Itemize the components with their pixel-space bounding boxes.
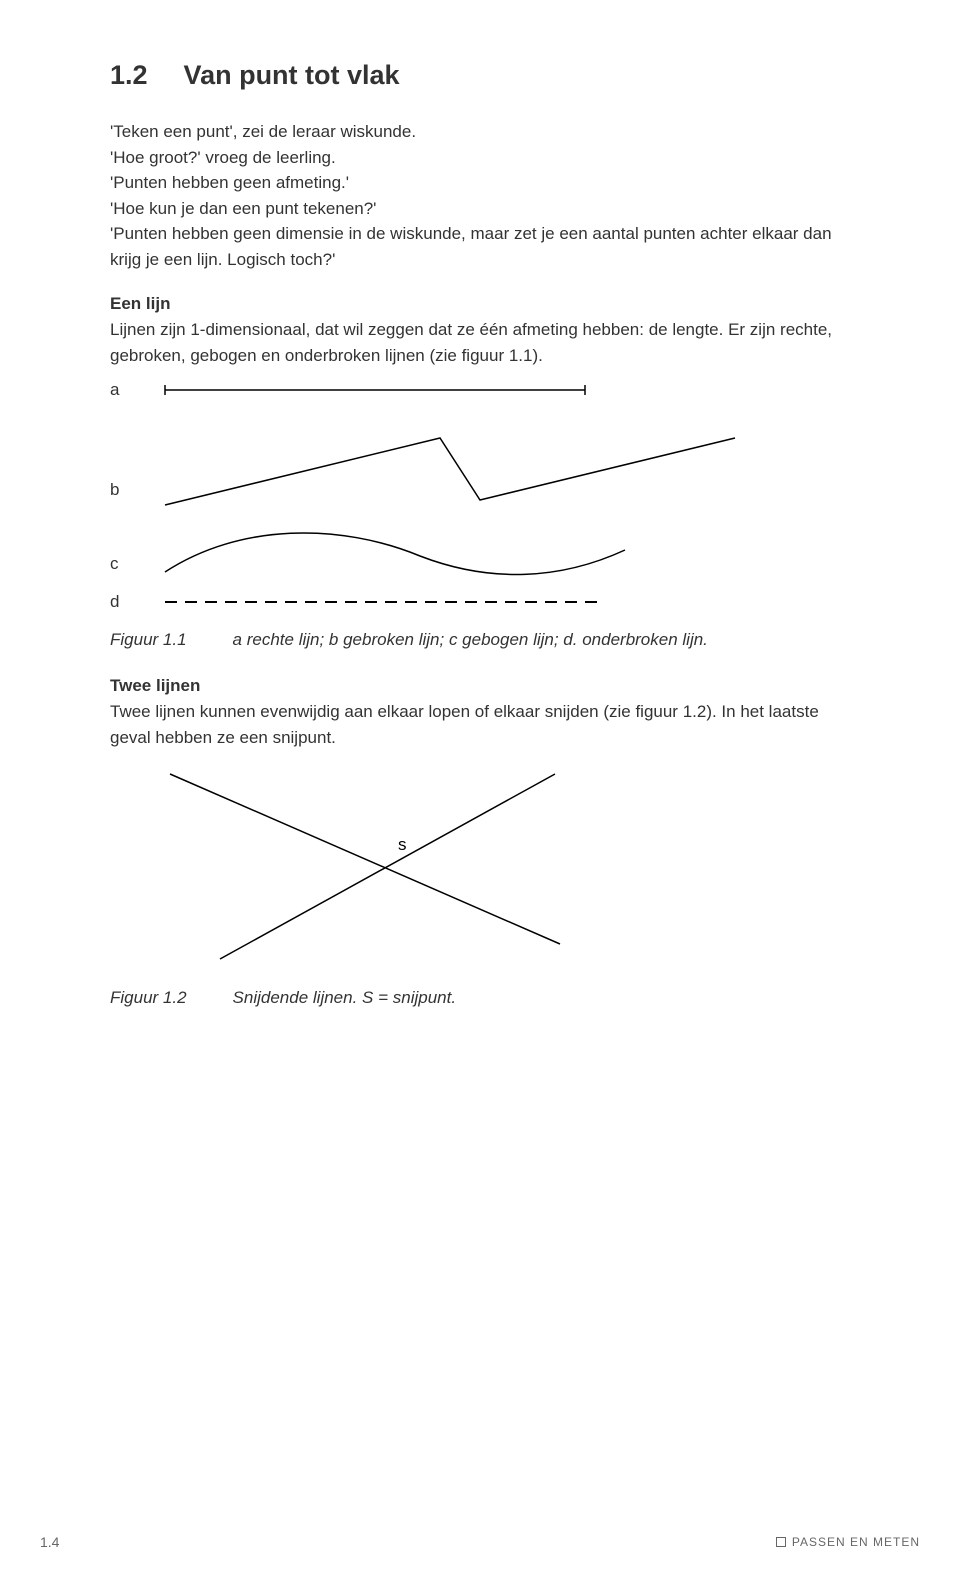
figure-label-b: b [110,480,160,510]
page-footer: 1.4 PASSEN EN METEN [0,1534,960,1550]
figure-1-2-caption-text: Snijdende lijnen. S = snijpunt. [233,988,457,1007]
figure-1-2-svg: s [110,764,600,964]
figure-1-1-caption: Figuur 1.1 a rechte lijn; b gebroken lijn… [110,630,850,650]
intro-line-5: 'Punten hebben geen dimensie in de wisku… [110,221,850,272]
section-number: 1.2 [110,60,148,91]
subsection-twee-lijnen-text: Twee lijnen kunnen evenwijdig aan elkaar… [110,699,850,750]
line-b-svg [160,430,740,510]
figure-1-1-caption-text: a rechte lijn; b gebroken lijn; c geboge… [233,630,708,649]
figure-row-b: b [110,430,850,510]
snijpunt-label: s [398,835,407,854]
figure-1-1: a b c d [110,380,850,612]
line-c-svg [160,528,630,578]
footer-book-title: PASSEN EN METEN [776,1535,920,1549]
intro-line-1: 'Teken een punt', zei de leraar wiskunde… [110,119,850,145]
intro-line-2: 'Hoe groot?' vroeg de leerling. [110,145,850,171]
line-a-svg [160,383,590,397]
intro-block: 'Teken een punt', zei de leraar wiskunde… [110,119,850,272]
figure-row-d: d [110,592,850,612]
subsection-een-lijn-title: Een lijn [110,294,850,314]
subsection-een-lijn-text: Lijnen zijn 1-dimensionaal, dat wil zegg… [110,317,850,368]
footer-right-text: PASSEN EN METEN [792,1535,920,1549]
figure-1-1-caption-label: Figuur 1.1 [110,630,187,650]
section-title-text: Van punt tot vlak [184,60,400,90]
figure-1-2-caption: Figuur 1.2 Snijdende lijnen. S = snijpunt… [110,988,850,1008]
figure-label-a: a [110,380,160,400]
footer-page-number: 1.4 [40,1534,59,1550]
figure-row-c: c [110,528,850,578]
subsection-twee-lijnen-title: Twee lijnen [110,676,850,696]
square-icon [776,1537,786,1547]
figure-label-c: c [110,554,160,578]
figure-label-d: d [110,592,160,612]
intro-line-3: 'Punten hebben geen afmeting.' [110,170,850,196]
figure-1-2: s [110,764,850,964]
intro-line-4: 'Hoe kun je dan een punt tekenen?' [110,196,850,222]
figure-row-a: a [110,380,850,400]
figure-1-2-caption-label: Figuur 1.2 [110,988,187,1008]
section-title: 1.2 Van punt tot vlak [110,60,850,91]
line-d-svg [160,596,610,608]
